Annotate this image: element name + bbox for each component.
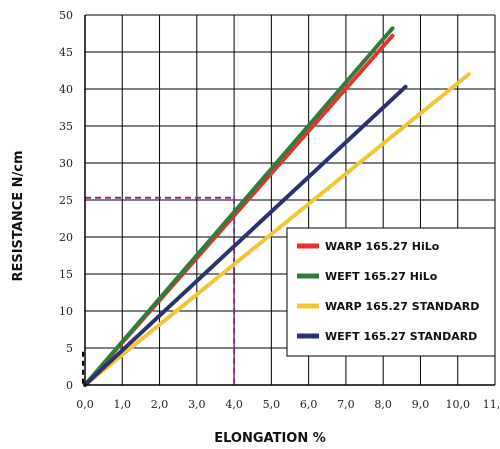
y-tick-label: 15 bbox=[59, 268, 73, 281]
y-tick-label: 20 bbox=[59, 231, 73, 244]
x-tick-labels: 0,0 1,0 2,0 3,0 4,0 5,0 6,0 7,0 8,0 9,0 10,0 11,0 bbox=[76, 398, 500, 411]
legend-label: WEFT 165.27 HiLo bbox=[325, 270, 438, 283]
legend: WARP 165.27 HiLo WEFT 165.27 HiLo WARP 165… bbox=[286, 227, 496, 357]
y-tick-label: 5 bbox=[66, 342, 73, 355]
y-tick-label: 45 bbox=[59, 46, 73, 59]
x-tick-label: 10,0 bbox=[445, 398, 470, 411]
y-tick-labels: 0 5 10 15 20 25 30 35 40 45 50 bbox=[59, 9, 73, 392]
x-tick-label: 0,0 bbox=[76, 398, 94, 411]
y-tick-label: 0 bbox=[66, 379, 73, 392]
y-tick-label: 40 bbox=[59, 83, 73, 96]
reference-lines bbox=[82, 196, 236, 385]
legend-label: WARP 165.27 HiLo bbox=[325, 240, 440, 253]
legend-label: WEFT 165.27 STANDARD bbox=[325, 330, 477, 343]
legend-label: WARP 165.27 STANDARD bbox=[325, 300, 479, 313]
series-line bbox=[83, 72, 471, 387]
x-tick-label: 9,0 bbox=[412, 398, 430, 411]
x-tick-label: 8,0 bbox=[374, 398, 392, 411]
x-tick-label: 5,0 bbox=[263, 398, 281, 411]
legend-box bbox=[286, 227, 496, 357]
axes bbox=[84, 15, 495, 386]
x-tick-label: 11,0 bbox=[483, 398, 500, 411]
x-tick-label: 6,0 bbox=[300, 398, 318, 411]
y-tick-label: 10 bbox=[59, 305, 73, 318]
x-tick-label: 3,0 bbox=[188, 398, 206, 411]
series-line bbox=[83, 26, 395, 387]
x-axis-title: ELONGATION % bbox=[214, 431, 326, 446]
x-tick-label: 2,0 bbox=[151, 398, 169, 411]
y-axis-title: RESISTANCE N/cm bbox=[11, 150, 26, 281]
x-tick-label: 1,0 bbox=[114, 398, 132, 411]
x-tick-label: 7,0 bbox=[337, 398, 355, 411]
series-line bbox=[83, 84, 408, 387]
y-tick-label: 30 bbox=[59, 157, 73, 170]
y-tick-label: 50 bbox=[59, 9, 73, 22]
series-lines bbox=[83, 26, 471, 387]
y-tick-label: 35 bbox=[59, 120, 73, 133]
y-tick-label: 25 bbox=[59, 194, 73, 207]
x-tick-label: 4,0 bbox=[225, 398, 243, 411]
